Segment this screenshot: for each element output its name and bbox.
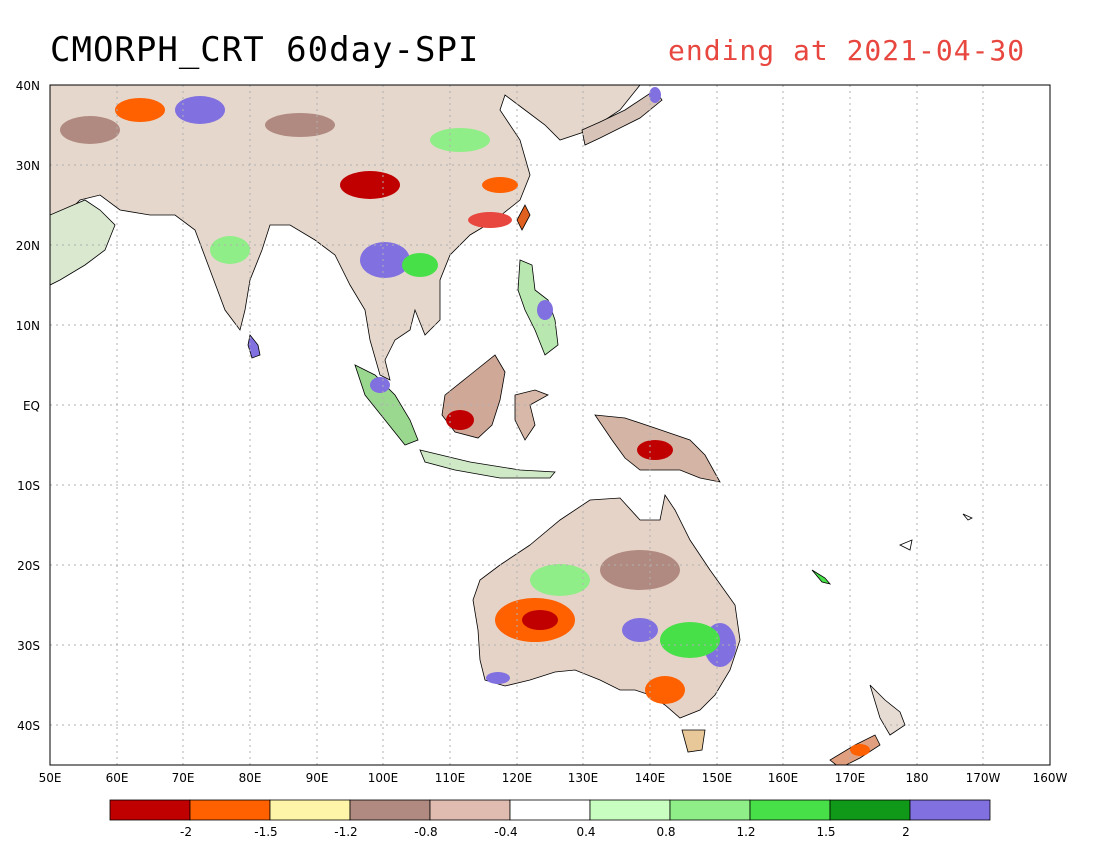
- color-bar-swatch: [349, 799, 431, 821]
- color-bar: -2 -1.5 -1.2 -0.8 -0.4 0.4 0.8 1.2 1.5 2: [109, 799, 991, 839]
- lon-label: 120E: [502, 771, 533, 785]
- color-bar-swatch: [269, 799, 351, 821]
- dry-anomaly-patches: [60, 98, 870, 756]
- grid-lines: [50, 85, 1050, 765]
- color-bar-label: -1.2: [334, 825, 357, 839]
- sri-lanka: [247, 334, 261, 359]
- color-bar-swatch: [669, 799, 751, 821]
- color-bar-label: 1.5: [816, 825, 835, 839]
- color-bar-swatch: [109, 799, 191, 821]
- lon-label: 60E: [106, 771, 129, 785]
- lon-label: 130E: [568, 771, 599, 785]
- longitude-labels: 50E 60E 70E 80E 90E 100E 110E 120E 130E …: [39, 771, 1068, 785]
- arabia-landmass: [50, 199, 116, 286]
- lon-label: 90E: [306, 771, 329, 785]
- lon-label: 160W: [1033, 771, 1068, 785]
- color-bar-label: -2: [180, 825, 192, 839]
- color-bar-swatch: [749, 799, 831, 821]
- color-bar-label: 0.8: [656, 825, 675, 839]
- new-zealand-north: [869, 684, 906, 736]
- latitude-labels: 40N 30N 20N 10N EQ 10S 20S 30S 40S: [16, 79, 40, 733]
- color-bar-label: -0.4: [494, 825, 517, 839]
- color-bar-label: 1.2: [736, 825, 755, 839]
- color-bar-swatch: [509, 799, 591, 821]
- lon-label: 180: [906, 771, 929, 785]
- color-bar-swatch: [589, 799, 671, 821]
- lat-label: 30S: [17, 639, 40, 653]
- asia-landmass: [50, 85, 641, 381]
- lat-label: 20S: [17, 559, 40, 573]
- vanuatu-island: [899, 539, 913, 551]
- lat-label: 10S: [17, 479, 40, 493]
- color-bar-label: 0.4: [576, 825, 595, 839]
- lat-label: 30N: [16, 159, 40, 173]
- lat-label: 40N: [16, 79, 40, 93]
- lat-label: 10N: [16, 319, 40, 333]
- color-bar-label: -0.8: [414, 825, 437, 839]
- color-bar-swatch: [189, 799, 271, 821]
- lon-label: 150E: [702, 771, 733, 785]
- color-bar-swatch: [429, 799, 511, 821]
- map-date-subtitle: ending at 2021-04-30: [668, 34, 1026, 67]
- new-caledonia: [811, 569, 832, 585]
- tasmania: [681, 729, 706, 753]
- lon-label: 70E: [172, 771, 195, 785]
- java: [419, 449, 556, 479]
- color-bar-swatch: [909, 799, 991, 821]
- lon-label: 110E: [435, 771, 466, 785]
- lon-label: 80E: [239, 771, 262, 785]
- japan: [581, 89, 663, 146]
- lon-label: 100E: [368, 771, 399, 785]
- lon-label: 170E: [835, 771, 866, 785]
- map-title: CMORPH_CRT 60day-SPI: [50, 30, 480, 70]
- land-layer: [50, 85, 973, 765]
- color-bar-swatch: [829, 799, 911, 821]
- color-bar-label: 2: [902, 825, 910, 839]
- australia: [472, 493, 741, 719]
- fiji-island: [962, 513, 973, 521]
- lat-label: EQ: [23, 399, 40, 413]
- taiwan: [516, 204, 531, 231]
- lon-label: 140E: [635, 771, 666, 785]
- lon-label: 50E: [39, 771, 62, 785]
- lon-label: 160E: [768, 771, 799, 785]
- lat-label: 40S: [17, 719, 40, 733]
- lat-label: 20N: [16, 239, 40, 253]
- wet-anomaly-patches: [175, 87, 736, 684]
- lon-label: 170W: [966, 771, 1001, 785]
- sulawesi: [514, 389, 549, 441]
- color-bar-label: -1.5: [254, 825, 277, 839]
